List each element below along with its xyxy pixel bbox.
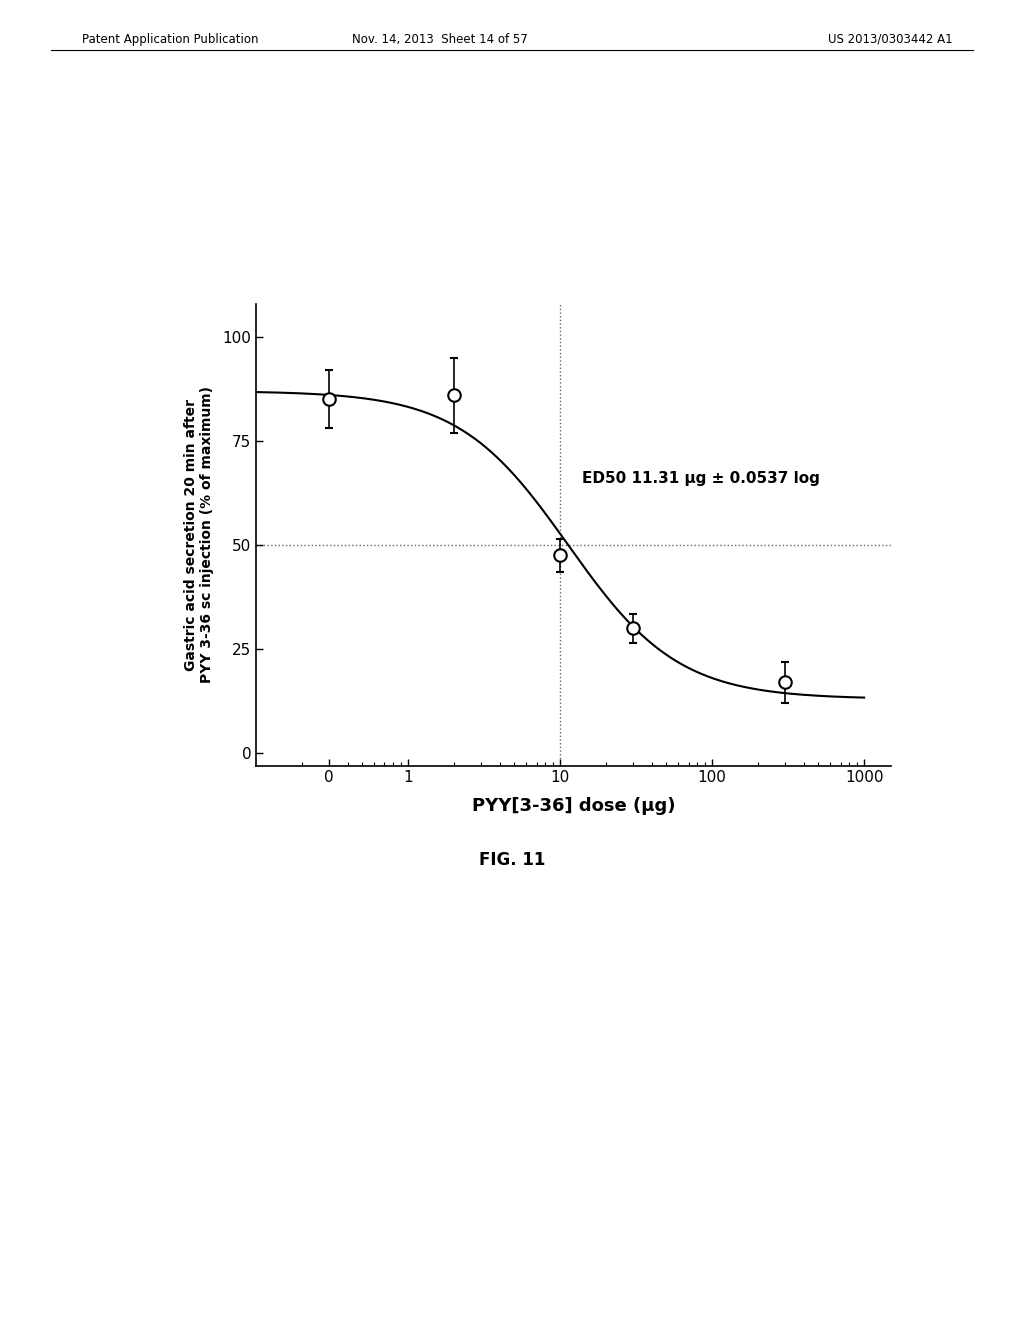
Text: Patent Application Publication: Patent Application Publication xyxy=(82,33,258,46)
Text: ED50 11.31 μg ± 0.0537 log: ED50 11.31 μg ± 0.0537 log xyxy=(583,471,820,486)
Text: US 2013/0303442 A1: US 2013/0303442 A1 xyxy=(827,33,952,46)
Text: FIG. 11: FIG. 11 xyxy=(479,851,545,870)
Y-axis label: Gastric acid secretion 20 min after
PYY 3-36 sc injection (% of maximum): Gastric acid secretion 20 min after PYY … xyxy=(183,385,214,684)
X-axis label: PYY[3-36] dose (μg): PYY[3-36] dose (μg) xyxy=(472,796,675,814)
Text: Nov. 14, 2013  Sheet 14 of 57: Nov. 14, 2013 Sheet 14 of 57 xyxy=(352,33,528,46)
